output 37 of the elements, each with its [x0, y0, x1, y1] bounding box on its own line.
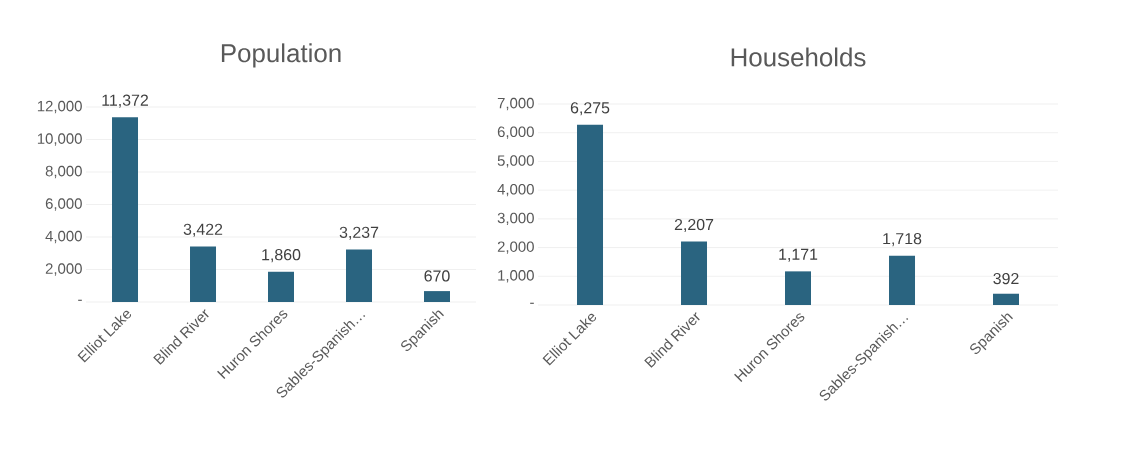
- data-label: 1,171: [779, 248, 818, 262]
- data-label: 3,422: [183, 223, 223, 237]
- data-label: 1,718: [883, 232, 922, 247]
- y-tick-label: 2,000: [497, 241, 534, 254]
- bar: [785, 271, 812, 305]
- y-tick-label: 4,000: [497, 183, 534, 197]
- bar: [112, 117, 139, 302]
- y-tick-label: 1,000: [498, 270, 534, 283]
- y-tick-label: 12,000: [37, 100, 82, 114]
- chart-title: Population: [221, 43, 341, 68]
- y-tick-label: 6,000: [497, 126, 534, 139]
- y-tick-label: 8,000: [45, 165, 82, 179]
- data-label: 392: [993, 272, 1019, 285]
- data-label: 6,275: [570, 102, 610, 116]
- data-label: 11,372: [102, 94, 148, 108]
- data-label: 1,860: [262, 249, 301, 263]
- y-tick-label: 3,000: [497, 212, 534, 226]
- bar: [190, 246, 217, 302]
- y-tick-label: 4,000: [45, 230, 82, 244]
- bar: [346, 249, 373, 302]
- data-label: 2,207: [674, 218, 714, 233]
- data-label: 3,237: [339, 226, 379, 240]
- y-tick-label: 6,000: [45, 198, 82, 211]
- bar: [424, 291, 451, 302]
- bar: [681, 241, 708, 305]
- data-label: 670: [424, 270, 450, 282]
- chart-title: Households: [731, 47, 866, 67]
- bar: [577, 124, 604, 305]
- y-tick-label: 2,000: [45, 263, 82, 276]
- bar: [993, 293, 1020, 305]
- y-tick-label: 10,000: [37, 133, 82, 146]
- y-tick-label: 5,000: [497, 155, 534, 168]
- y-tick-label: 7,000: [497, 97, 534, 111]
- bar: [889, 255, 916, 305]
- y-tick-label: -: [530, 302, 534, 304]
- y-tick-label: -: [78, 299, 82, 301]
- bar: [268, 271, 295, 302]
